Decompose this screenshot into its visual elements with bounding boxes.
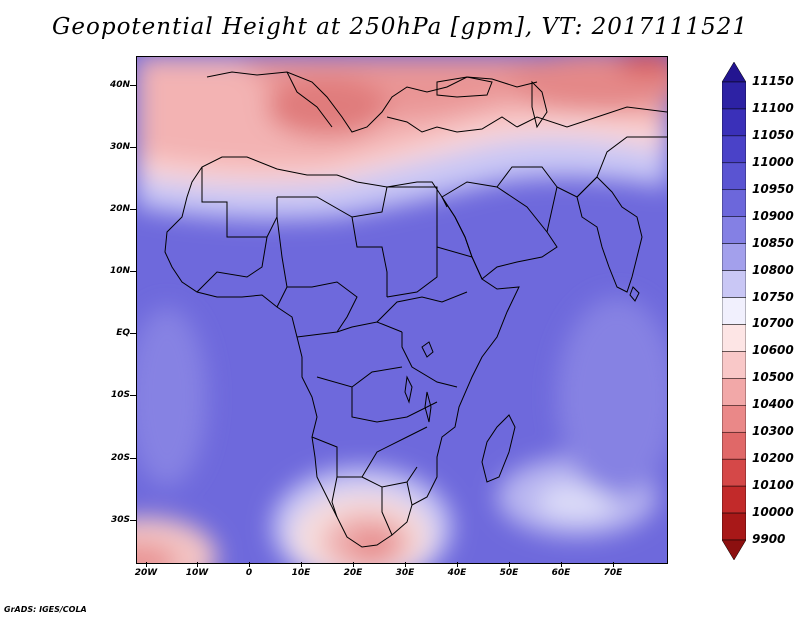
colorbar-label: 10600 (752, 343, 794, 358)
lon-label-60e: 60E (551, 568, 571, 578)
lat-tick (130, 209, 136, 210)
colorbar-label: 11100 (752, 100, 794, 115)
lon-tick (146, 562, 147, 567)
colorbar-box (722, 81, 746, 110)
map-title: Geopotential Height at 250hPa [gpm], VT:… (52, 14, 748, 40)
lat-tick (130, 520, 136, 521)
colorbar-label: 10750 (752, 289, 794, 304)
colorbar-label: 10700 (752, 316, 794, 331)
lon-tick (353, 562, 354, 567)
colorbar-label: 11050 (752, 127, 794, 142)
colorbar-box (722, 135, 746, 164)
colorbar-label: 10000 (752, 505, 794, 520)
colorbar-box (722, 243, 746, 271)
colorbar-box (722, 270, 746, 298)
colorbar-label: 10200 (752, 451, 794, 466)
colorbar-label: 10900 (752, 208, 794, 223)
colorbar-box (722, 378, 746, 406)
lon-label-20e: 20E (343, 568, 363, 578)
lon-label-0: 0 (245, 568, 253, 578)
height-field (137, 57, 667, 563)
lon-label-20w: 20W (134, 568, 158, 578)
lon-label-50e: 50E (499, 568, 519, 578)
lat-label-20s: 20S (110, 453, 130, 463)
lon-tick (301, 562, 302, 567)
colorbar-box (722, 351, 746, 379)
lon-label-10w: 10W (185, 568, 209, 578)
lat-tick (130, 271, 136, 272)
lon-label-30e: 30E (395, 568, 415, 578)
lat-tick (130, 147, 136, 148)
colorbar-box (722, 108, 746, 137)
lat-label-eq: EQ (116, 328, 130, 338)
colorbar-box (722, 512, 746, 541)
lon-tick (561, 562, 562, 567)
colorbar-box (722, 458, 746, 487)
coastlines (164, 71, 667, 548)
lat-label-40n: 40N (109, 80, 130, 90)
colorbar-box (722, 162, 746, 191)
colorbar-label: 9900 (752, 532, 786, 546)
lat-tick (130, 85, 136, 86)
lon-label-10e: 10E (291, 568, 311, 578)
lat-label-30n: 30N (109, 142, 130, 152)
lat-label-30s: 30S (110, 515, 130, 525)
colorbar-label: 10400 (752, 397, 794, 412)
colorbar-box (722, 189, 746, 217)
lon-tick (457, 562, 458, 567)
lon-tick (509, 562, 510, 567)
colorbar-label: 10800 (752, 262, 794, 277)
colorbar-box (722, 485, 746, 514)
lat-tick (130, 395, 136, 396)
lat-label-10s: 10S (110, 390, 130, 400)
grads-credit: GrADS: IGES/COLA (4, 605, 87, 614)
colorbar-top-arrow (722, 62, 746, 83)
colorbar-bottom-arrow (722, 539, 746, 560)
lat-tick (130, 333, 136, 334)
colorbar-box (722, 216, 746, 244)
lon-tick (405, 562, 406, 567)
map-panel (136, 56, 668, 564)
colorbar-label: 10950 (752, 181, 794, 196)
colorbar-box (722, 324, 746, 352)
colorbar-label: 10300 (752, 424, 794, 439)
lon-tick (249, 562, 250, 567)
lon-label-70e: 70E (603, 568, 623, 578)
colorbar-label: 10100 (752, 478, 794, 493)
colorbar-box (722, 297, 746, 325)
lat-tick (130, 458, 136, 459)
lat-label-20n: 20N (109, 204, 130, 214)
lon-label-40e: 40E (447, 568, 467, 578)
colorbar-label: 10500 (752, 370, 794, 385)
colorbar (722, 62, 746, 560)
colorbar-label: 11000 (752, 154, 794, 169)
lon-tick (613, 562, 614, 567)
colorbar-box (722, 431, 746, 460)
colorbar-label: 10850 (752, 235, 794, 250)
colorbar-label: 11150 (752, 74, 794, 88)
lat-label-10n: 10N (109, 266, 130, 276)
colorbar-box (722, 405, 746, 433)
lon-tick (197, 562, 198, 567)
